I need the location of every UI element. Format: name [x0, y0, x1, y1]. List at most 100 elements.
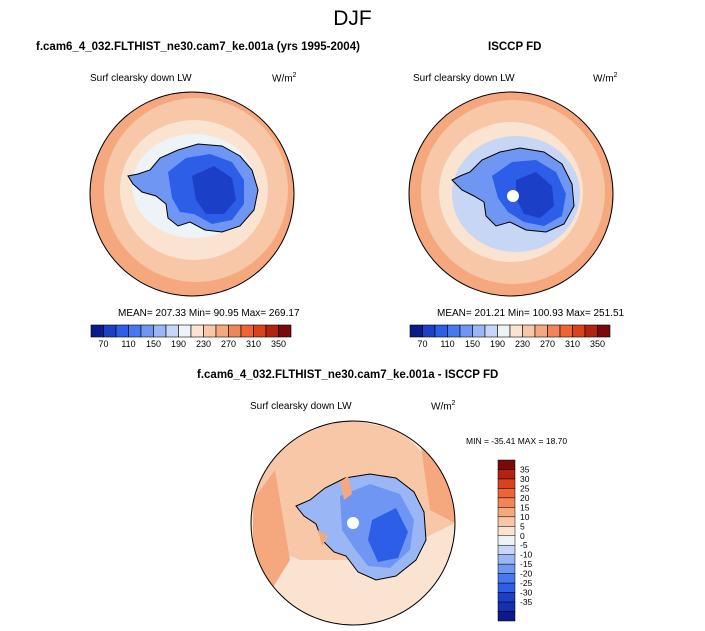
- panel1-colorbar-box: [278, 324, 292, 338]
- panel3-stats: MIN = -35.41 MAX = 18.70: [466, 436, 568, 446]
- panel3-colorbar-tick-label: 35: [520, 464, 530, 474]
- panel3-colorbar-tick-label: 0: [520, 531, 525, 541]
- panel2-colorbar-tick-label: 150: [465, 339, 480, 349]
- panel1-colorbar-box: [115, 324, 129, 338]
- panel3-map: [251, 421, 455, 625]
- panel1-colorbar-box: [240, 324, 254, 338]
- panel3-colorbar-tick-label: -30: [520, 588, 533, 598]
- panel3-colorbar-box: [497, 592, 516, 603]
- panel1-map-border: [89, 91, 295, 297]
- panel3-colorbar-box: [497, 611, 516, 622]
- panel1-colorbar-tick-label: 230: [196, 339, 211, 349]
- panel2-colorbar-tick-label: 190: [490, 339, 505, 349]
- panel1-colorbar-box: [165, 324, 179, 338]
- panel2-map-border: [408, 91, 614, 297]
- panel2-colorbar-tick-label: 350: [590, 339, 605, 349]
- panel1-colorbar-box: [90, 324, 104, 338]
- panel3-variable: Surf clearsky down LW: [250, 401, 352, 412]
- panel1-colorbar-box: [190, 324, 204, 338]
- panel3-colorbar-tick-label: -25: [520, 578, 533, 588]
- panel2-colorbar-box: [459, 324, 473, 338]
- panel2-colorbar-tick-label: 70: [417, 339, 427, 349]
- panel2-colorbar-box: [559, 324, 573, 338]
- panel2-map: [409, 92, 613, 296]
- panel2-colorbar-box: [597, 324, 611, 338]
- panel2-colorbar-box: [484, 324, 498, 338]
- panel1-colorbar-tick-label: 310: [246, 339, 261, 349]
- panel2-colorbar-box: [522, 324, 536, 338]
- panel3-colorbar-box: [497, 459, 516, 470]
- panel1-colorbar-tick-label: 270: [221, 339, 236, 349]
- panel1-stats: MEAN= 207.33 Min= 90.95 Max= 269.17: [118, 308, 300, 319]
- panel1-colorbar-box: [140, 324, 154, 338]
- panel1-colorbar-tick-label: 110: [121, 339, 135, 349]
- panel3-colorbar-box: [497, 488, 516, 499]
- panel3-units: W/m2: [431, 400, 456, 413]
- panel3-colorbar-tick-label: 30: [520, 474, 530, 484]
- panel2-colorbar-box: [497, 324, 511, 338]
- panel2-units: W/m2: [593, 72, 618, 85]
- panel1-units: W/m2: [272, 72, 297, 85]
- panel3-colorbar-tick-label: 15: [520, 502, 530, 512]
- panel1-colorbar-box: [128, 324, 142, 338]
- panel2-colorbar-tick-label: 230: [515, 339, 530, 349]
- panel2-colorbar-box: [572, 324, 586, 338]
- panel2-colorbar-box: [422, 324, 436, 338]
- panel3-colorbar-tick-label: 20: [520, 493, 530, 503]
- panel1-colorbar-box: [103, 324, 117, 338]
- panel3-colorbar-tick-label: -10: [520, 550, 533, 560]
- panel2-colorbar-box: [472, 324, 486, 338]
- panel3-colorbar-tick-label: 10: [520, 512, 530, 522]
- panel2-colorbar-box: [409, 324, 423, 338]
- panel1-colorbar-box: [265, 324, 279, 338]
- panel1-colorbar-box: [228, 324, 242, 338]
- panel2-colorbar-box: [509, 324, 523, 338]
- panel3-colorbar-tick-label: -5: [520, 540, 528, 550]
- panel1-variable: Surf clearsky down LW: [90, 73, 192, 84]
- panel3-colorbar-tick-label: -20: [520, 569, 533, 579]
- panel2-title: ISCCP FD: [488, 41, 542, 53]
- panel1-colorbar-box: [153, 324, 167, 338]
- panel3-title: f.cam6_4_032.FLTHIST_ne30.cam7_ke.001a -…: [197, 369, 499, 381]
- panel3-colorbar-box: [497, 497, 516, 508]
- panel1-colorbar-tick-label: 70: [98, 339, 108, 349]
- panel3-colorbar-box: [497, 516, 516, 527]
- panel1-colorbar-box: [215, 324, 229, 338]
- panel3-colorbar-box: [497, 554, 516, 565]
- panel3-colorbar-box: [497, 601, 516, 612]
- panel2-colorbar-tick-label: 110: [440, 339, 454, 349]
- panel2-colorbar-box: [584, 324, 598, 338]
- panel3-colorbar-tick-label: 5: [520, 521, 525, 531]
- panel2-stats: MEAN= 201.21 Min= 100.93 Max= 251.51: [437, 308, 625, 319]
- panel3-colorbar-tick-label: -15: [520, 559, 533, 569]
- panel2-colorbar-box: [447, 324, 461, 338]
- panel2-colorbar-box: [434, 324, 448, 338]
- panel1-colorbar: 70 110 150 190 230 270 310 350: [90, 324, 292, 349]
- panel2-colorbar-box: [534, 324, 548, 338]
- panel3-colorbar-box: [497, 526, 516, 537]
- panel3-colorbar-tick-label: 25: [520, 483, 530, 493]
- panel2-colorbar-tick-label: 310: [565, 339, 580, 349]
- panel2-colorbar-box: [547, 324, 561, 338]
- panel3-colorbar-box: [497, 535, 516, 546]
- panel2-colorbar-tick-label: 270: [540, 339, 555, 349]
- panel2-variable: Surf clearsky down LW: [413, 73, 515, 84]
- panel1-colorbar-tick-label: 190: [171, 339, 186, 349]
- panel3-colorbar-box: [497, 544, 516, 555]
- panel1-map: [90, 92, 294, 296]
- panel3-map-border: [250, 420, 456, 626]
- panel1-title: f.cam6_4_032.FLTHIST_ne30.cam7_ke.001a (…: [36, 41, 360, 53]
- panel2-colorbar: 70 110 150 190 230 270 310 350: [409, 324, 611, 349]
- panel3-colorbar-box: [497, 573, 516, 584]
- panel1-colorbar-box: [253, 324, 267, 338]
- panel1-colorbar-box: [203, 324, 217, 338]
- panel1-colorbar-tick-label: 150: [146, 339, 161, 349]
- panel3-colorbar-box: [497, 563, 516, 574]
- panel3-colorbar-box: [497, 469, 516, 480]
- season-title: DJF: [333, 7, 372, 30]
- panel1-colorbar-tick-label: 350: [271, 339, 286, 349]
- panel3-colorbar-box: [497, 478, 516, 489]
- panel3-colorbar-box: [497, 582, 516, 593]
